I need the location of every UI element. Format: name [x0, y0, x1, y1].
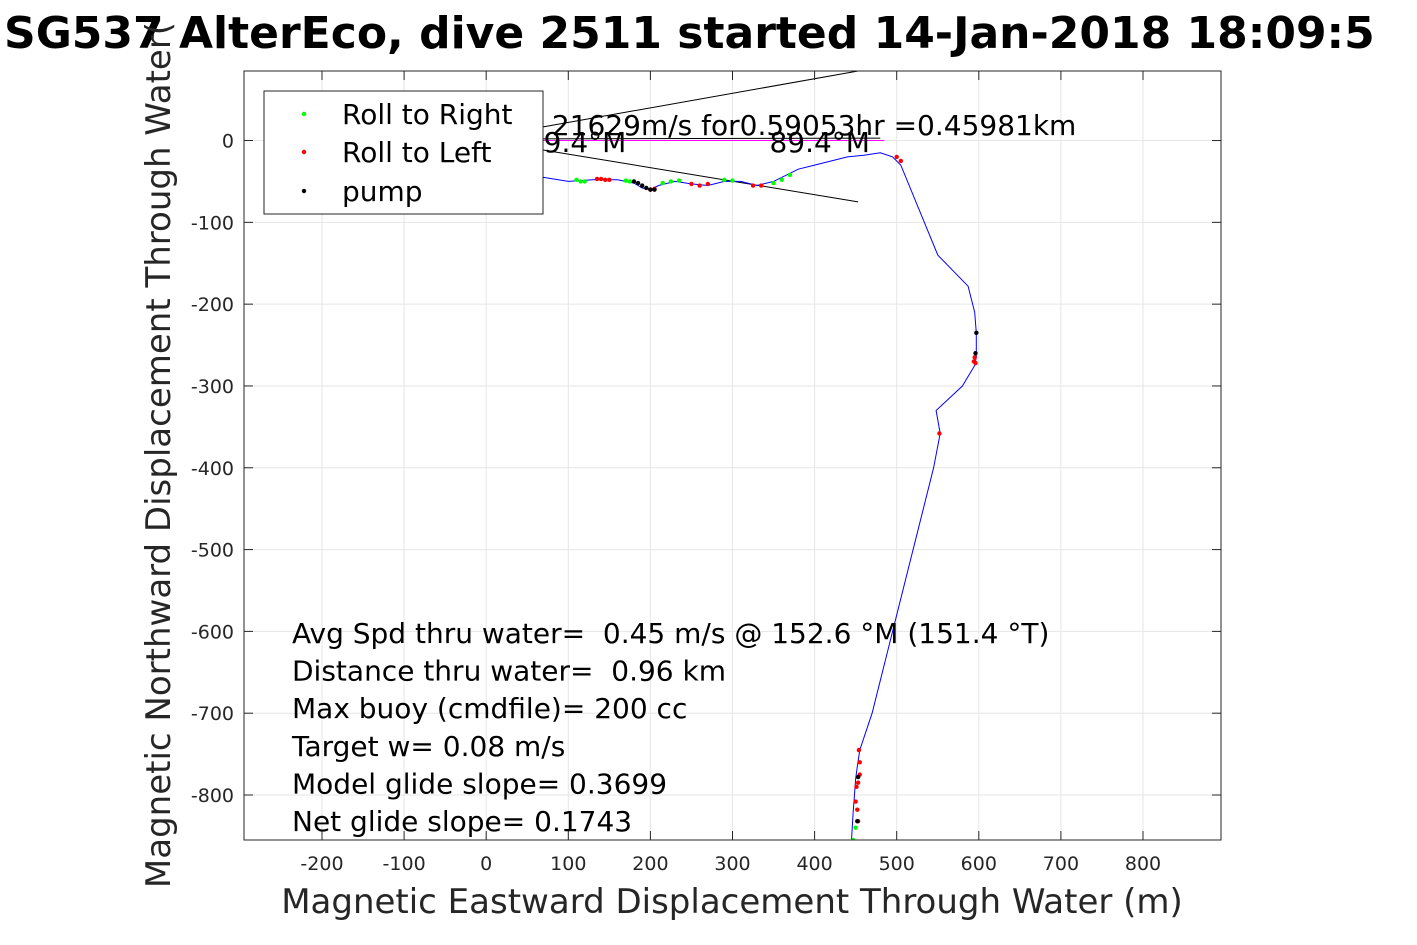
roll-right-point	[850, 837, 856, 840]
legend-label-roll-left: Roll to Left	[342, 136, 491, 169]
roll-left-point	[894, 154, 899, 160]
pump-point	[855, 774, 861, 780]
roll-left-point	[937, 431, 942, 436]
tick-labels: -200 -100 0 100 200 300 400 500 600 700 800 0 -100 -2…	[191, 131, 1161, 875]
roll-right-point	[779, 177, 784, 183]
roll-right-point	[787, 172, 793, 178]
x-tick-label: 300	[714, 853, 750, 875]
y-tick-label: -500	[191, 540, 234, 562]
tick-marks	[244, 71, 1221, 840]
roll-left-point	[759, 183, 764, 188]
pump-point	[652, 187, 657, 192]
roll-left-point	[598, 176, 604, 182]
heading-line	[535, 71, 859, 129]
roll-right-point	[676, 178, 682, 183]
roll-right-point	[722, 177, 727, 183]
x-tick-label: 600	[961, 853, 997, 875]
roll-left-point	[855, 807, 860, 812]
legend-box	[263, 90, 544, 215]
roll-right-point	[730, 178, 735, 183]
roll-left-point	[898, 158, 904, 164]
heading-line	[535, 137, 881, 140]
legend-label-roll-right: Roll to Right	[342, 98, 513, 131]
x-tick-label: 500	[879, 853, 915, 875]
stat-line: Net glide slope= 0.1743	[292, 805, 632, 838]
roll-left-point	[689, 181, 694, 187]
x-tick-label: 800	[1125, 853, 1161, 875]
x-tick-label: -100	[383, 853, 426, 875]
y-tick-label: -200	[191, 294, 234, 316]
roll-left-point	[697, 183, 702, 188]
x-tick-label: 700	[1043, 853, 1079, 875]
y-tick-label: 0	[222, 131, 234, 153]
roll-right-point	[574, 177, 579, 183]
x-tick-label: 400	[796, 853, 832, 875]
roll-right-point	[578, 179, 583, 184]
stat-line: Avg Spd thru water= 0.45 m/s @ 152.6 °M …	[292, 617, 1049, 650]
roll-right-point	[771, 180, 776, 186]
x-tick-label: 200	[632, 853, 668, 875]
roll-left-point	[857, 760, 862, 765]
roll-left-point	[594, 176, 600, 182]
y-tick-label: -100	[191, 212, 234, 234]
pump-point	[644, 185, 649, 191]
roll-right-point	[668, 179, 674, 184]
stat-line: Target w= 0.08 m/s	[291, 730, 565, 763]
stat-line: Model glide slope= 0.3699	[292, 767, 667, 800]
x-tick-label: 100	[550, 853, 586, 875]
roll-left-point	[855, 780, 861, 785]
roll-right-point	[623, 178, 628, 183]
track-line	[461, 152, 977, 840]
pump-point	[855, 818, 860, 824]
data-layer	[461, 71, 979, 840]
pump-point	[973, 351, 978, 356]
heading-line	[535, 148, 859, 203]
chart-title: SG537 AlterEco, dive 2511 started 14-Jan…	[4, 8, 1375, 59]
roll-left-point	[854, 784, 859, 790]
stat-line: Max buoy (cmdfile)= 200 cc	[292, 692, 687, 725]
legend-marker-roll-left	[301, 149, 307, 155]
roll-left-point	[853, 799, 858, 804]
pump-point	[648, 187, 653, 192]
pump-point	[635, 180, 641, 186]
legend: Roll to Right Roll to Left pump	[263, 90, 544, 215]
roll-right-point	[660, 180, 665, 186]
roll-left-point	[856, 747, 862, 753]
legend-marker-roll-right	[301, 111, 307, 117]
pump-point	[631, 179, 637, 184]
legend-marker-pump	[301, 188, 307, 194]
y-tick-label: -400	[191, 458, 234, 480]
annotation-text: 89.4°M	[769, 126, 870, 159]
annotation-text: 9.4°M	[544, 126, 627, 159]
stat-line: Distance thru water= 0.96 km	[292, 655, 726, 688]
roll-right-point	[853, 825, 858, 830]
roll-left-point	[603, 177, 608, 183]
y-tick-label: -800	[191, 785, 234, 807]
pump-point	[639, 183, 645, 188]
roll-left-point	[750, 183, 756, 188]
x-axis-label: Magnetic Eastward Displacement Through W…	[281, 882, 1183, 922]
x-tick-label: -200	[300, 853, 343, 875]
y-tick-label: -700	[191, 703, 234, 725]
y-tick-label: -300	[191, 376, 234, 398]
legend-label-pump: pump	[342, 175, 423, 208]
roll-left-point	[972, 355, 977, 360]
annotation-text: 21629m/s for0.59053hr =0.45981km	[552, 109, 1076, 142]
roll-right-point	[582, 179, 587, 184]
y-tick-label: -600	[191, 621, 234, 643]
x-tick-label: 0	[480, 853, 492, 875]
roll-left-point	[705, 181, 711, 187]
pump-point	[974, 330, 979, 335]
stats-block: Avg Spd thru water= 0.45 m/s @ 152.6 °M …	[291, 617, 1049, 838]
roll-left-point	[607, 177, 612, 183]
y-axis-label: Magnetic Northward Displacement Through …	[139, 22, 179, 888]
roll-right-point	[627, 179, 633, 184]
roll-left-point	[971, 359, 977, 364]
